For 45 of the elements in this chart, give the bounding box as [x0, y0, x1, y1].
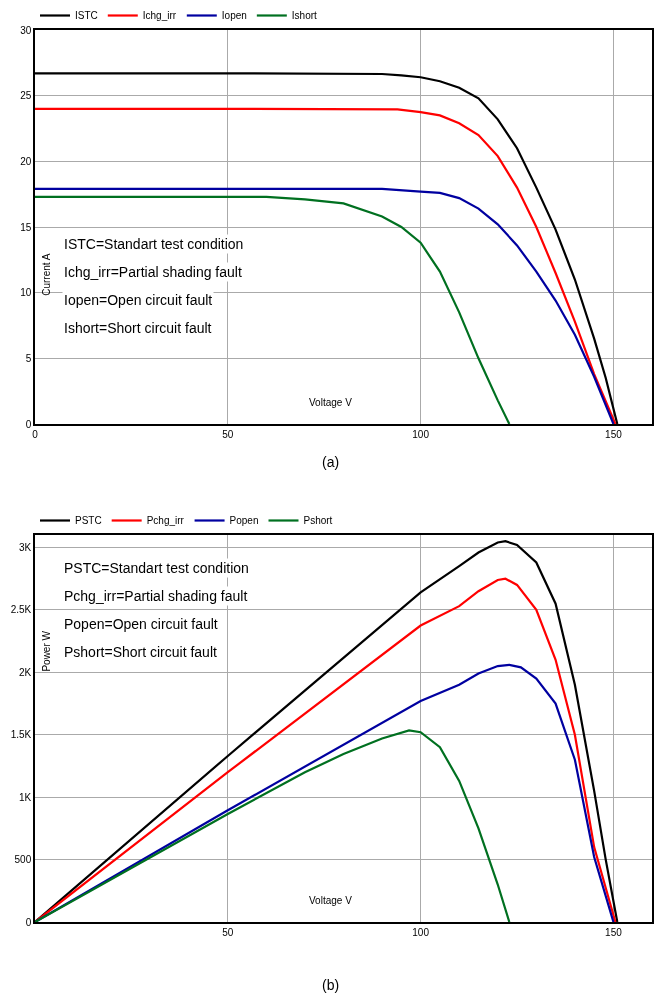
annotation: Popen=Open circuit fault: [64, 616, 218, 632]
annotation: Ishort=Short circuit fault: [64, 320, 212, 336]
x-axis-title: Voltage V: [309, 397, 353, 408]
y-tick-label: 5: [25, 352, 32, 364]
annotation: Pchg_irr=Partial shading fault: [64, 588, 248, 604]
annotation: PSTC=Standart test condition: [64, 560, 249, 576]
x-tick-label: 100: [412, 428, 430, 440]
text: (a): [322, 454, 340, 470]
x-tick-label: 50: [222, 926, 234, 938]
y-tick-label: 3K: [19, 541, 32, 553]
y-tick-label: 25: [20, 90, 32, 102]
y-tick-label: 2K: [19, 666, 32, 678]
legend-label: Pchg_irr: [146, 515, 185, 527]
line-series: [35, 729, 511, 922]
y-tick-label: 0: [25, 418, 32, 430]
text: (b): [322, 977, 340, 993]
x-tick-label: 150: [605, 428, 623, 440]
legend-label: Popen: [229, 515, 259, 527]
x-axis-title: Voltage V: [309, 895, 353, 906]
line-series: [35, 195, 511, 424]
x-tick-label: 50: [222, 428, 234, 440]
annotation: Ichg_irr=Partial shading fault: [64, 264, 242, 280]
legend-label: Pshort: [303, 515, 333, 527]
y-tick-label: 2.5K: [10, 604, 32, 616]
x-tick-label: 150: [605, 926, 623, 938]
y-tick-label: 1.5K: [10, 729, 32, 741]
legend-label: Iopen: [221, 10, 247, 22]
legend-label: PSTC: [75, 515, 102, 527]
legend-label: Ichg_irr: [142, 10, 177, 22]
annotation: Iopen=Open circuit fault: [64, 292, 213, 308]
y-tick-label: 1K: [19, 791, 32, 803]
y-axis-title: Current A: [41, 253, 53, 296]
y-tick-label: 10: [20, 287, 32, 299]
y-tick-label: 0: [25, 916, 32, 928]
legend-label: ISTC: [75, 10, 98, 22]
x-tick-label: 100: [412, 926, 430, 938]
y-axis-title: Power W: [41, 630, 53, 672]
y-tick-label: 30: [20, 24, 32, 36]
line-series: [35, 187, 615, 424]
y-tick-label: 500: [14, 854, 32, 866]
annotation: Pshort=Short circuit fault: [64, 644, 218, 660]
legend-label: Ishort: [291, 10, 318, 22]
y-tick-label: 15: [20, 221, 32, 233]
annotation: ISTC=Standart test condition: [64, 236, 244, 252]
y-tick-label: 20: [20, 155, 32, 167]
